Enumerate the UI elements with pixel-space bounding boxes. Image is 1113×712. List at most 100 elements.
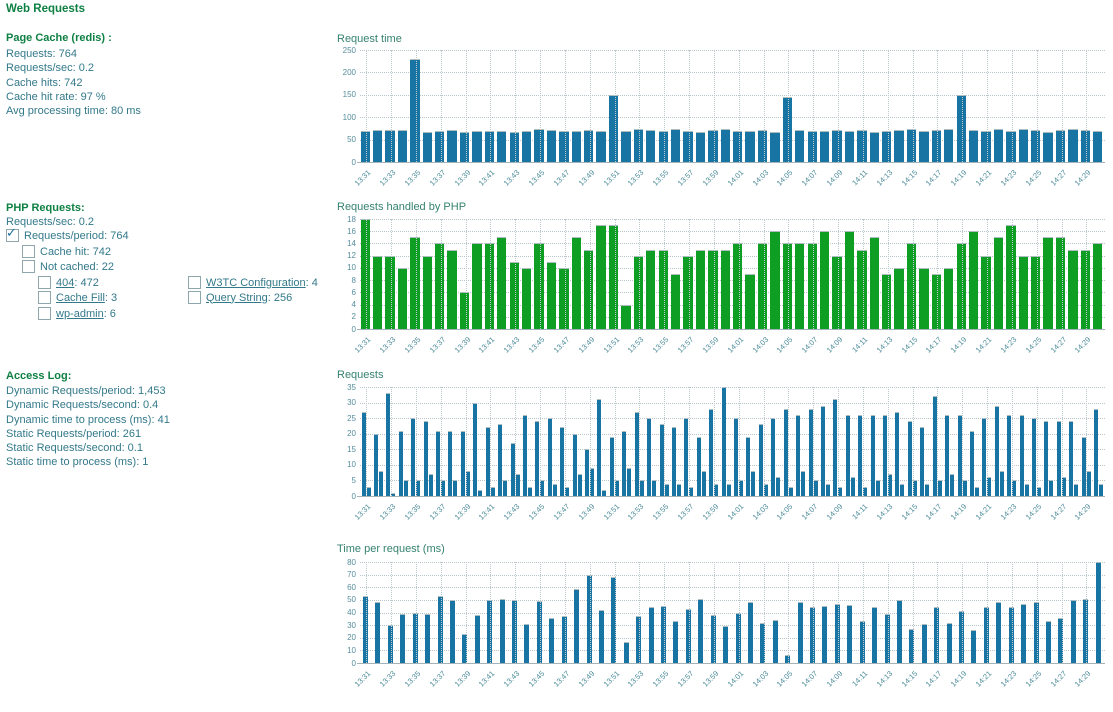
bar xyxy=(435,130,445,163)
vertical-gridline xyxy=(689,50,691,162)
bar xyxy=(894,129,904,163)
bar xyxy=(807,130,817,163)
bar xyxy=(822,606,828,664)
vertical-gridline xyxy=(465,219,467,329)
bar xyxy=(611,577,617,664)
bar xyxy=(937,480,942,497)
bar xyxy=(622,430,627,497)
bar xyxy=(810,607,815,664)
bar xyxy=(627,467,632,497)
bar xyxy=(571,130,581,163)
bar xyxy=(609,436,614,497)
bar xyxy=(1081,436,1086,497)
vertical-gridline xyxy=(788,50,790,162)
bar xyxy=(633,255,644,330)
bar xyxy=(647,418,652,497)
vertical-gridline xyxy=(1061,562,1063,663)
bar xyxy=(720,249,730,330)
y-axis-label: 20 xyxy=(347,633,356,643)
bar xyxy=(857,129,867,163)
checkbox-cache-fill[interactable] xyxy=(38,291,51,304)
bar xyxy=(1006,130,1016,163)
bar xyxy=(565,486,570,497)
bar xyxy=(1043,237,1053,330)
checkbox-row-cache-fill: Cache Fill: 3 xyxy=(38,291,117,304)
vertical-gridline xyxy=(689,387,691,496)
bar xyxy=(683,130,693,163)
link-404[interactable]: 404 xyxy=(56,276,75,289)
php-rate-line: Requests/sec: 0.2 xyxy=(6,216,95,228)
bar xyxy=(983,607,989,664)
y-axis-label: 20 xyxy=(347,429,356,439)
checkbox-label: Requests/period: 764 xyxy=(24,229,129,242)
vertical-gridline xyxy=(490,219,492,329)
checkbox-query-string[interactable] xyxy=(188,291,201,304)
vertical-gridline xyxy=(614,562,616,663)
bar xyxy=(795,129,805,163)
bar xyxy=(596,225,606,330)
vertical-gridline xyxy=(962,50,964,162)
vertical-gridline xyxy=(664,219,666,329)
x-axis-line xyxy=(357,329,1105,330)
bar xyxy=(834,603,840,664)
bar xyxy=(745,130,755,163)
bar xyxy=(435,243,445,330)
checkbox-row-wp-admin: wp-admin: 6 xyxy=(38,307,116,320)
vertical-gridline xyxy=(763,50,765,162)
bar xyxy=(498,424,503,497)
horizontal-gridline xyxy=(360,50,1105,51)
bar xyxy=(1080,129,1091,163)
y-axis-label: 18 xyxy=(347,214,356,224)
bar xyxy=(968,231,979,330)
horizontal-gridline xyxy=(360,255,1105,257)
bar xyxy=(1032,418,1036,497)
bar xyxy=(512,599,517,664)
bar xyxy=(882,130,892,163)
bar xyxy=(484,243,495,330)
horizontal-gridline xyxy=(360,243,1105,245)
bar xyxy=(870,415,875,497)
checkbox-cache-hit[interactable] xyxy=(22,245,35,258)
vertical-gridline xyxy=(738,387,740,496)
vertical-gridline xyxy=(391,50,393,162)
bar xyxy=(785,655,791,664)
checkbox-w3tc-configuration[interactable] xyxy=(188,276,201,289)
bar xyxy=(920,427,925,497)
link-query-string[interactable]: Query String xyxy=(206,291,268,304)
bar xyxy=(819,130,830,163)
vertical-gridline xyxy=(1086,219,1088,329)
stat-line: Static Requests/second: 0.1 xyxy=(6,442,143,455)
bar xyxy=(378,471,383,497)
bar xyxy=(723,626,729,664)
y-axis-label: 60 xyxy=(347,582,356,592)
horizontal-gridline xyxy=(360,94,1105,96)
vertical-gridline xyxy=(391,219,393,329)
vertical-gridline xyxy=(515,562,517,663)
checkbox-404[interactable] xyxy=(38,276,51,289)
y-axis-label: 14 xyxy=(347,238,356,248)
link-wp-admin[interactable]: wp-admin xyxy=(56,307,104,320)
bar xyxy=(726,483,731,497)
checkbox-requests-period[interactable]: ✓ xyxy=(6,225,19,242)
horizontal-gridline xyxy=(360,231,1105,233)
bar xyxy=(956,243,966,330)
link-w3tc-configuration[interactable]: W3TC Configuration xyxy=(206,276,306,289)
bar xyxy=(1008,607,1014,664)
bar xyxy=(410,58,420,163)
link-cache-fill[interactable]: Cache Fill xyxy=(56,291,105,304)
bar xyxy=(633,128,644,163)
checkbox-wp-admin[interactable] xyxy=(38,307,51,320)
vertical-gridline xyxy=(838,50,840,162)
checkbox-not-cached[interactable] xyxy=(22,260,35,273)
stat-line: Avg processing time: 80 ms xyxy=(6,105,141,118)
vertical-gridline xyxy=(862,562,864,663)
vertical-gridline xyxy=(887,219,889,329)
vertical-gridline xyxy=(664,562,666,663)
bar xyxy=(472,130,482,163)
bar xyxy=(760,622,766,664)
bar xyxy=(484,130,495,163)
vertical-gridline xyxy=(490,50,492,162)
bar xyxy=(540,480,545,497)
bar xyxy=(561,616,567,664)
bar xyxy=(412,612,418,664)
